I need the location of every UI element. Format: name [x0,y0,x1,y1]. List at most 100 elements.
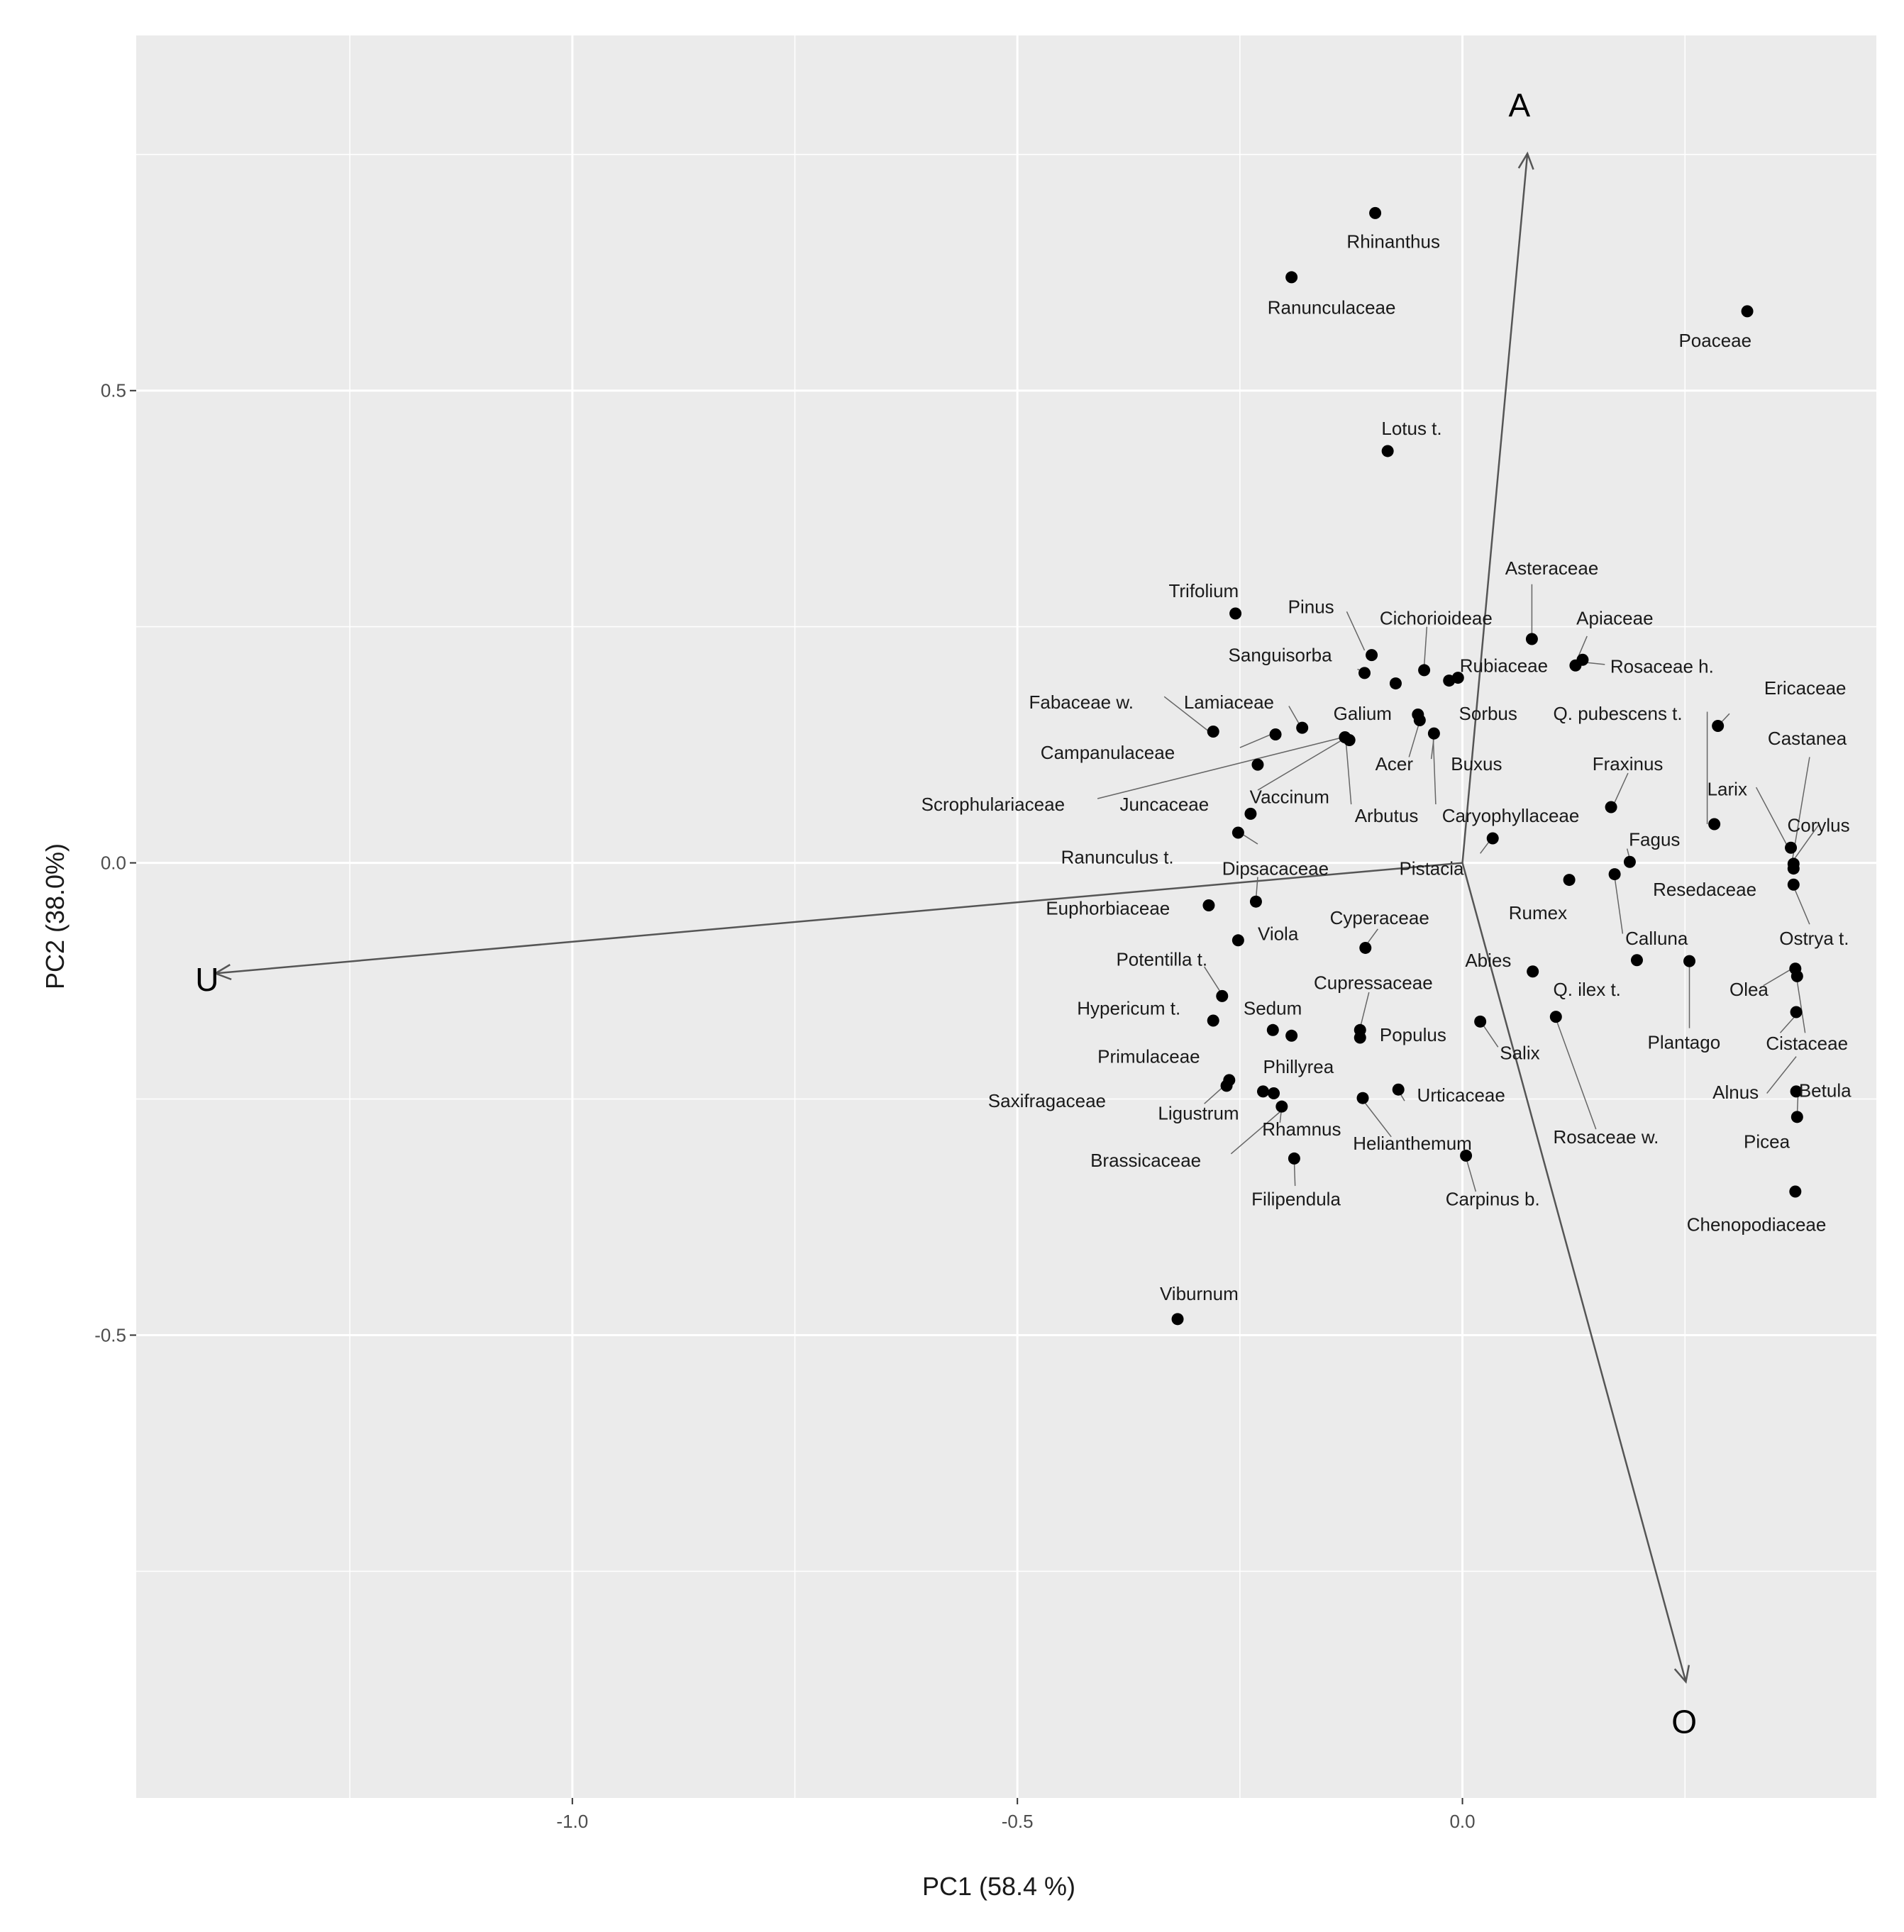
label-olea: Olea [1729,979,1769,1000]
leader-line [1432,733,1437,805]
point-rosaceae-h [1569,659,1582,672]
y-tick-label: 0.5 [101,380,126,401]
leader-line [1239,733,1272,748]
label-ranunculus-t: Ranunculus t. [1061,847,1174,868]
point-scrophulariaceae [1343,733,1356,746]
leader-line [1779,1014,1797,1033]
point-pistacia [1486,832,1499,845]
point-resedaceae [1787,862,1800,875]
point-lamiaceae [1296,721,1309,734]
label-primulaceae: Primulaceae [1097,1046,1200,1067]
leader-line [1613,772,1629,805]
label-asteraceae: Asteraceae [1505,557,1599,579]
label-picea: Picea [1744,1131,1790,1152]
label-sanguisorba: Sanguisorba [1229,645,1333,666]
leader-line [1577,635,1588,657]
label-carpinus-b: Carpinus b. [1446,1189,1540,1210]
point-abies [1527,965,1539,978]
vector-o-arrow [1461,862,1687,1682]
leader-line [1163,696,1209,731]
point-campanulaceae [1269,728,1282,740]
y-tick-label: 0.0 [101,853,126,874]
point-lotus-t [1381,445,1394,457]
leader-line [1230,1109,1283,1155]
vector-o-arrowhead [1673,1665,1690,1684]
point-rhamnus [1275,1100,1288,1113]
point-ranunculus-t [1231,826,1244,839]
vector-label-o: O [1671,1703,1697,1740]
point-dipsacaceae [1249,895,1262,908]
leader-line [1793,886,1810,925]
label-rosaceae-h: Rosaceae h. [1610,656,1714,677]
leader-line [1257,736,1347,791]
point-cichorioideae [1418,664,1431,677]
point-poaceae [1741,305,1754,318]
leader-line [1481,1023,1499,1048]
label-brassicaceae: Brassicaceae [1090,1150,1201,1171]
leader-line [1288,706,1300,723]
leader-line [1359,992,1370,1028]
x-axis-title: PC1 (58.4 %) [922,1872,1075,1901]
leader-line [1430,737,1435,760]
point-potentilla-t [1216,989,1229,1002]
label-rhinanthus: Rhinanthus [1346,231,1440,252]
label-hypericum-t: Hypericum t. [1077,998,1180,1019]
label-lamiaceae: Lamiaceae [1184,692,1274,713]
point-fagus [1623,855,1636,868]
x-tick-label: 0.0 [1449,1811,1475,1832]
point-rumex [1563,874,1576,887]
label-saxifragaceae: Saxifragaceae [988,1090,1106,1111]
label-rhamnus: Rhamnus [1262,1118,1341,1140]
y-tick-label: -0.5 [94,1324,126,1345]
point-unlabeled-point [1285,1029,1298,1042]
label-larix: Larix [1707,779,1747,800]
label-fraxinus: Fraxinus [1593,753,1664,775]
vector-label-u: U [195,961,218,998]
point-juncaceae [1251,758,1264,771]
label-q-pubescens-t: Q. pubescens t. [1554,703,1683,724]
leader-line [1204,966,1222,994]
label-salix: Salix [1500,1042,1539,1063]
leader-line [1792,757,1810,859]
point-viburnum [1171,1313,1184,1326]
label-caryophyllaceae: Caryophyllaceae [1442,805,1580,826]
label-alnus: Alnus [1712,1082,1759,1103]
leader-line [1293,1160,1296,1187]
label-cichorioideae: Cichorioideae [1380,608,1493,629]
vector-labels: A U O [195,87,1697,1741]
vector-label-a: A [1509,87,1531,124]
point-corylus [1785,841,1798,854]
leader-line [1345,740,1352,805]
point-cyperaceae [1359,941,1372,954]
label-vaccinum: Vaccinum [1250,786,1329,807]
label-rumex: Rumex [1509,902,1567,923]
label-leader-lines [1097,584,1820,1192]
vector-u-arrow [215,862,1463,975]
leader-line [1408,721,1421,757]
label-calluna: Calluna [1625,928,1688,949]
point-euphorbiaceae [1202,899,1215,912]
label-cistaceae: Cistaceae [1766,1033,1848,1054]
label-ericaceae: Ericaceae [1764,677,1847,699]
point-buxus [1427,727,1440,740]
leader-line [1346,611,1366,651]
label-scrophulariaceae: Scrophulariaceae [921,794,1065,815]
point-unlabeled-point [1630,954,1643,967]
label-dipsacaceae: Dipsacaceae [1222,858,1329,879]
point-carpinus-b [1460,1149,1473,1162]
label-sorbus: Sorbus [1459,703,1517,724]
leader-line [1766,1056,1797,1094]
point-asteraceae [1525,633,1538,645]
point-filipendula [1288,1152,1300,1165]
label-phillyrea: Phillyrea [1263,1056,1334,1077]
point-fraxinus [1605,801,1617,814]
vector-a-arrowhead [1517,151,1534,170]
label-filipendula: Filipendula [1251,1189,1341,1210]
label-plantago: Plantago [1648,1032,1721,1053]
leader-line [1587,662,1605,665]
label-juncaceae: Juncaceae [1119,794,1209,815]
label-fabaceae-w: Fabaceae w. [1029,692,1133,713]
label-cyperaceae: Cyperaceae [1330,907,1429,928]
label-galium: Galium [1334,703,1392,724]
